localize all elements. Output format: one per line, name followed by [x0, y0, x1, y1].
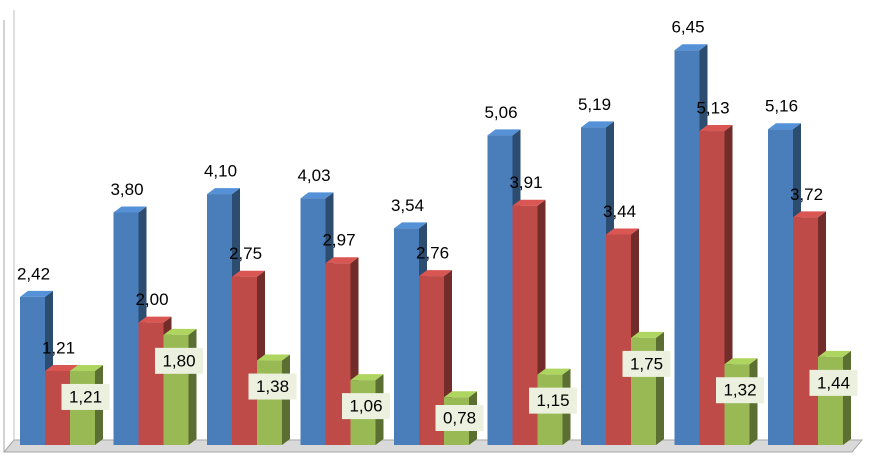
bar-top: [20, 290, 53, 297]
bar-top: [232, 270, 265, 277]
bar-front: [138, 322, 164, 445]
bar-top: [300, 192, 334, 199]
data-label: 5,19: [578, 95, 611, 114]
data-label-box: [342, 393, 390, 420]
data-label: 1,44: [817, 373, 850, 392]
bar-side: [188, 328, 197, 445]
data-label: 3,72: [790, 185, 823, 204]
data-label-box: [155, 347, 203, 374]
data-label: 2,75: [229, 244, 262, 263]
bar-side: [282, 354, 290, 445]
bar-front: [606, 234, 631, 445]
bar-front: [207, 194, 232, 445]
bar-side: [656, 331, 664, 445]
bar-top: [207, 188, 240, 195]
bar-top: [394, 222, 427, 229]
bar-top: [768, 123, 801, 130]
data-label-box: [248, 373, 297, 400]
data-label: 1,21: [42, 338, 75, 357]
bar-top: [512, 199, 546, 206]
data-label-box: [809, 369, 858, 396]
bar-front: [674, 50, 700, 445]
data-label: 5,06: [484, 103, 517, 122]
bar: [818, 350, 851, 445]
bar-top: [793, 211, 826, 218]
data-label: 1,15: [536, 391, 569, 410]
bar-top: [163, 328, 197, 335]
data-label: 4,03: [297, 166, 330, 185]
data-label: 3,44: [603, 202, 636, 221]
bar-front: [300, 198, 326, 445]
data-label-box: [716, 377, 764, 404]
data-label: 2,42: [17, 264, 50, 283]
data-label: 2,00: [135, 290, 168, 309]
bar-front: [257, 360, 282, 445]
data-label: 2,97: [322, 231, 355, 250]
bar-front: [768, 129, 793, 445]
data-label: 3,80: [110, 180, 143, 199]
bar-top: [724, 358, 758, 365]
bar-top: [70, 364, 103, 371]
data-label-box: [61, 383, 110, 410]
bar-top: [581, 121, 614, 128]
bar: [163, 328, 197, 445]
data-label-box: [622, 350, 671, 377]
data-label: 4,10: [204, 162, 237, 181]
bar: [257, 354, 290, 445]
bar: [631, 331, 664, 445]
bar-top: [444, 391, 477, 398]
data-label: 1,32: [723, 381, 756, 400]
bar-top: [606, 228, 639, 235]
data-label: 2,76: [416, 244, 449, 263]
bar-front: [793, 217, 818, 445]
bar-top: [350, 374, 384, 381]
data-label-box: [529, 387, 577, 414]
bar-top: [138, 316, 172, 323]
data-label: 0,78: [443, 408, 476, 427]
data-label: 1,21: [69, 387, 102, 406]
bar: [419, 270, 452, 445]
bar-top: [419, 270, 452, 277]
bar-front: [581, 127, 606, 445]
bar-front: [394, 228, 419, 445]
data-label: 1,06: [349, 397, 382, 416]
bar-front: [232, 276, 257, 445]
data-label: 1,75: [630, 354, 663, 373]
bar-top: [257, 354, 290, 361]
bar-top: [631, 331, 664, 338]
data-label-box: [435, 405, 484, 431]
data-label: 6,45: [671, 18, 704, 37]
data-label: 3,54: [391, 196, 424, 215]
data-label: 1,38: [256, 377, 289, 396]
bar-top: [537, 368, 571, 375]
data-label: 1,80: [162, 351, 195, 370]
bar-top: [487, 129, 521, 136]
bar-top: [818, 350, 851, 357]
bar-front: [487, 135, 513, 445]
bar-top: [113, 206, 147, 213]
bar-side: [843, 350, 851, 445]
data-label: 5,16: [765, 97, 798, 116]
bar-front: [20, 296, 45, 445]
bar-top: [674, 44, 708, 51]
bar-top: [325, 257, 359, 264]
bar-top: [699, 125, 733, 132]
bar-front: [724, 364, 750, 445]
data-label: 5,13: [696, 99, 729, 118]
bar-top: [45, 364, 78, 371]
data-label: 3,91: [509, 173, 542, 192]
bar-front: [113, 212, 139, 445]
